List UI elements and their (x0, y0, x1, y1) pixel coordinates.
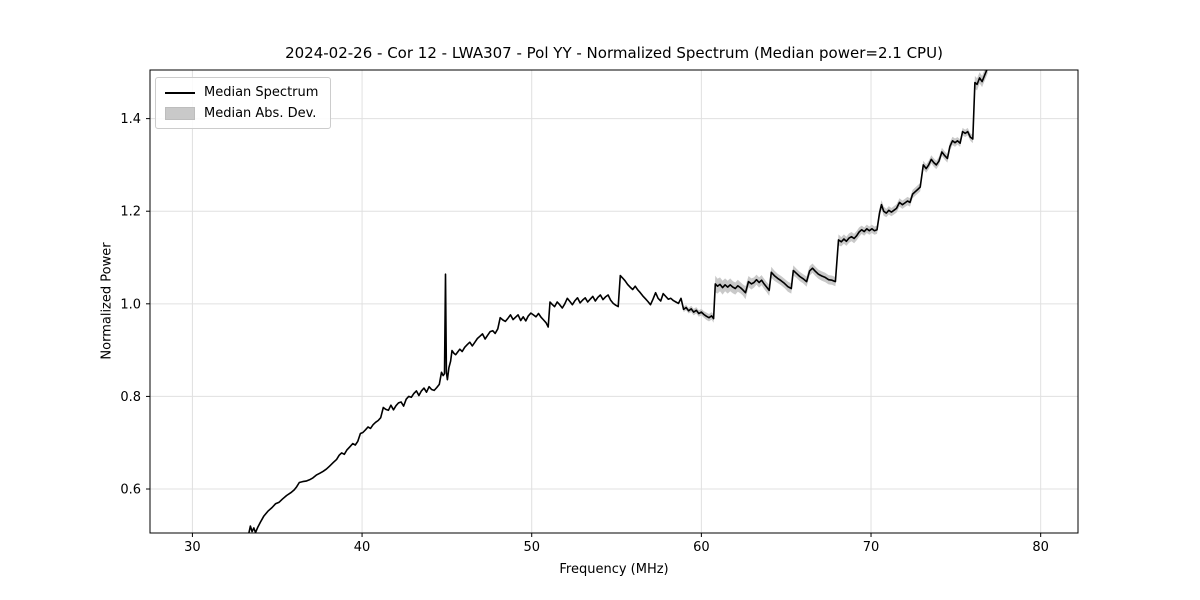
x-tick-label: 60 (693, 540, 710, 555)
legend-label-median-abs-dev: Median Abs. Dev. (204, 106, 317, 121)
x-axis-label: Frequency (MHz) (559, 562, 669, 577)
y-tick-label: 1.2 (120, 205, 141, 220)
patch-sample-icon (165, 107, 195, 120)
legend-item-median-spectrum: Median Spectrum (165, 85, 318, 100)
y-tick-label: 1.0 (120, 297, 141, 312)
legend-label-median-spectrum: Median Spectrum (204, 85, 319, 100)
x-tick-label: 40 (354, 540, 371, 555)
legend-item-median-abs-dev: Median Abs. Dev. (165, 106, 318, 121)
y-tick-label: 0.6 (120, 483, 141, 498)
x-tick-label: 70 (863, 540, 880, 555)
legend: Median Spectrum Median Abs. Dev. (155, 77, 332, 129)
x-tick-label: 30 (184, 540, 201, 555)
y-tick-label: 0.8 (120, 390, 141, 405)
x-tick-label: 50 (523, 540, 540, 555)
x-tick-label: 80 (1032, 540, 1049, 555)
line-sample-icon (165, 91, 195, 94)
y-axis-label: Normalized Power (99, 242, 115, 360)
y-tick-label: 1.4 (120, 112, 141, 127)
chart-title: 2024-02-26 - Cor 12 - LWA307 - Pol YY - … (285, 44, 943, 62)
